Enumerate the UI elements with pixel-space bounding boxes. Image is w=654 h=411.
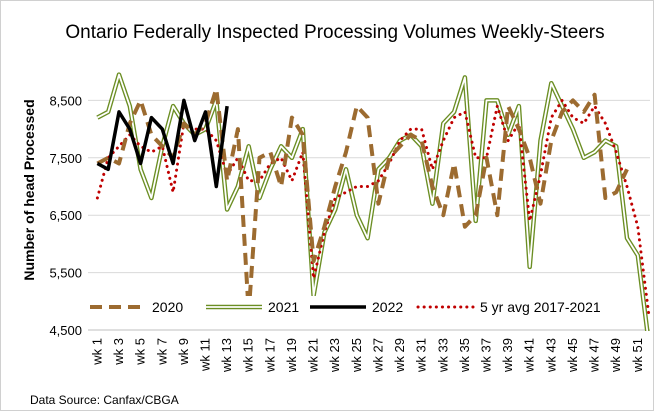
legend-label: 2020 [152,299,183,315]
x-tick-label: wk 1 [89,338,104,366]
x-tick-label: wk 39 [500,338,515,373]
series-line-inner [96,73,649,331]
x-tick-label: wk 43 [543,338,558,373]
x-tick-label: wk 35 [457,338,472,373]
x-tick-label: wk 29 [392,338,407,373]
chart-title: Ontario Federally Inspected Processing V… [65,22,605,43]
x-tick-label: wk 17 [262,338,277,373]
x-tick-label: wk 31 [414,338,429,373]
x-tick-label: wk 11 [197,338,212,372]
y-tick-label: 8,500 [49,93,82,108]
x-tick-label: wk 33 [435,338,450,373]
x-tick-label: wk 21 [306,338,321,373]
y-tick-label: 7,500 [49,151,82,166]
x-tick-label: wk 7 [154,338,169,366]
y-tick-label: 4,500 [49,323,82,338]
x-tick-label: wk 19 [284,338,299,373]
legend-label: 5 yr avg 2017-2021 [480,299,601,315]
x-tick-label: wk 37 [478,338,493,373]
x-tick-label: wk 45 [565,338,580,373]
x-tick-label: wk 49 [608,338,623,373]
x-tick-label: wk 3 [111,338,126,366]
x-tick-label: wk 47 [587,338,602,373]
y-tick-label: 6,500 [49,208,82,223]
x-tick-label: wk 15 [241,338,256,373]
x-tick-label: wk 13 [219,338,234,373]
x-tick-label: wk 9 [176,338,191,366]
x-tick-label: wk 41 [522,338,537,373]
legend-label: 2022 [372,299,403,315]
x-tick-label: wk 25 [349,338,364,373]
source-note: Data Source: Canfax/CBGA [30,393,179,407]
legend-label: 2021 [268,299,299,315]
y-tick-label: 5,500 [49,266,82,281]
x-tick-label: wk 5 [133,338,148,366]
y-axis-label: Number of head Processed [21,99,37,280]
x-tick-label: wk 51 [630,338,645,373]
x-tick-label: wk 27 [370,338,385,373]
x-tick-label: wk 23 [327,338,342,373]
plot-lines [95,72,651,331]
series-line [96,86,629,315]
series-line [96,98,229,189]
